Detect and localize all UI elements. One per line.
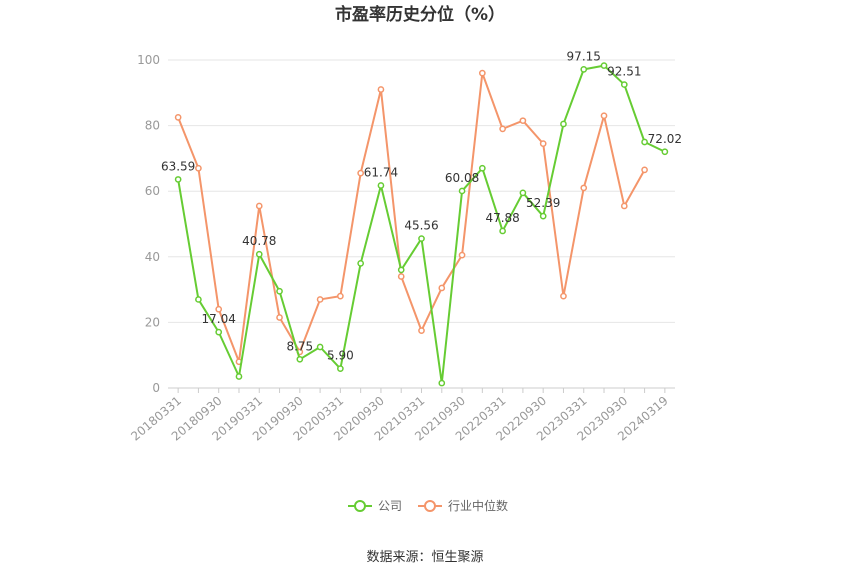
series-point-1[interactable] (357, 169, 365, 177)
series-point-0[interactable] (235, 373, 243, 380)
grid (168, 59, 675, 323)
series-point-0[interactable] (397, 266, 405, 274)
series-point-0[interactable] (438, 379, 446, 387)
series-point-0[interactable] (255, 250, 263, 258)
x-axis: 2018033120180930201903312019093020200331… (128, 387, 675, 444)
series-point-1[interactable] (316, 296, 324, 303)
series-point-1[interactable] (539, 140, 547, 147)
series-point-0[interactable] (620, 81, 628, 88)
data-label: 60.08 (445, 171, 479, 185)
series-point-0[interactable] (337, 365, 344, 372)
series-point-1[interactable] (478, 69, 486, 77)
series-point-0[interactable] (195, 296, 202, 303)
series-point-1[interactable] (580, 184, 588, 192)
series-point-0[interactable] (499, 227, 506, 235)
series-point-0[interactable] (661, 148, 669, 156)
data-label: 8.75 (286, 339, 313, 353)
data-label: 52.39 (526, 196, 560, 210)
data-label: 47.88 (485, 211, 519, 225)
series-point-1[interactable] (641, 166, 648, 174)
series-point-1[interactable] (174, 114, 182, 121)
legend-marker (354, 500, 366, 512)
data-label: 72.02 (648, 132, 682, 146)
series-point-0[interactable] (519, 189, 527, 197)
data-label: 61.74 (364, 165, 398, 179)
chart-title: 市盈率历史分位（%） (335, 4, 505, 25)
legend-label: 公司 (378, 499, 402, 513)
series-line-1 (177, 72, 646, 363)
series-point-1[interactable] (255, 202, 263, 210)
series-point-0[interactable] (641, 138, 648, 146)
series-point-0[interactable] (316, 343, 324, 351)
data-label: 97.15 (567, 49, 601, 63)
legend-marker (424, 500, 436, 512)
series-point-0[interactable] (296, 355, 304, 363)
data-label: 63.59 (161, 159, 195, 173)
data-source: 数据来源：恒生聚源 (366, 550, 483, 565)
y-tick-label: 40 (145, 250, 160, 264)
legend-item-0[interactable]: 公司 (348, 499, 402, 513)
series-point-0[interactable] (377, 182, 385, 189)
data-label: 5.90 (327, 349, 354, 363)
series-point-0[interactable] (357, 260, 365, 267)
series-point-1[interactable] (620, 202, 628, 210)
data-label: 17.04 (202, 312, 236, 326)
series-point-0[interactable] (174, 176, 182, 183)
series-point-1[interactable] (377, 86, 385, 93)
series-point-0[interactable] (539, 212, 547, 220)
data-label: 92.51 (607, 65, 641, 79)
y-tick-label: 60 (145, 184, 160, 198)
series-point-0[interactable] (478, 164, 486, 172)
legend[interactable]: 公司 行业中位数 (348, 498, 508, 513)
series-group (174, 62, 669, 387)
series-point-1[interactable] (499, 125, 506, 133)
series-point-0[interactable] (560, 120, 567, 128)
data-label: 40.78 (242, 234, 276, 248)
series-point-1[interactable] (195, 164, 202, 172)
series-point-1[interactable] (560, 292, 567, 300)
series-point-0[interactable] (276, 287, 283, 295)
y-tick-label: 0 (152, 381, 160, 395)
legend-label: 行业中位数 (448, 498, 508, 513)
y-tick-label: 80 (145, 119, 160, 133)
series-point-1[interactable] (438, 284, 446, 292)
series-point-1[interactable] (337, 292, 344, 300)
series-point-0[interactable] (215, 328, 223, 336)
series-point-0[interactable] (458, 187, 466, 195)
series-point-1[interactable] (276, 314, 283, 321)
data-label: 45.56 (404, 219, 438, 233)
series-point-0[interactable] (600, 62, 608, 69)
series-point-1[interactable] (600, 112, 608, 120)
y-axis: 0 20 40 60 80 100 (137, 53, 160, 395)
legend-item-1[interactable]: 行业中位数 (418, 498, 508, 513)
data-labels: 63.59 17.04 40.78 8.75 5.90 61.74 45.56 60.08 47… (161, 49, 682, 362)
series-point-1[interactable] (215, 305, 223, 313)
series-point-0[interactable] (418, 235, 425, 242)
y-tick-label: 20 (145, 315, 160, 329)
series-point-1[interactable] (397, 273, 405, 280)
y-tick-label: 100 (137, 53, 160, 67)
series-point-0[interactable] (580, 65, 588, 73)
series-point-1[interactable] (519, 117, 527, 125)
series-point-1[interactable] (418, 327, 425, 334)
series-point-1[interactable] (458, 251, 466, 259)
